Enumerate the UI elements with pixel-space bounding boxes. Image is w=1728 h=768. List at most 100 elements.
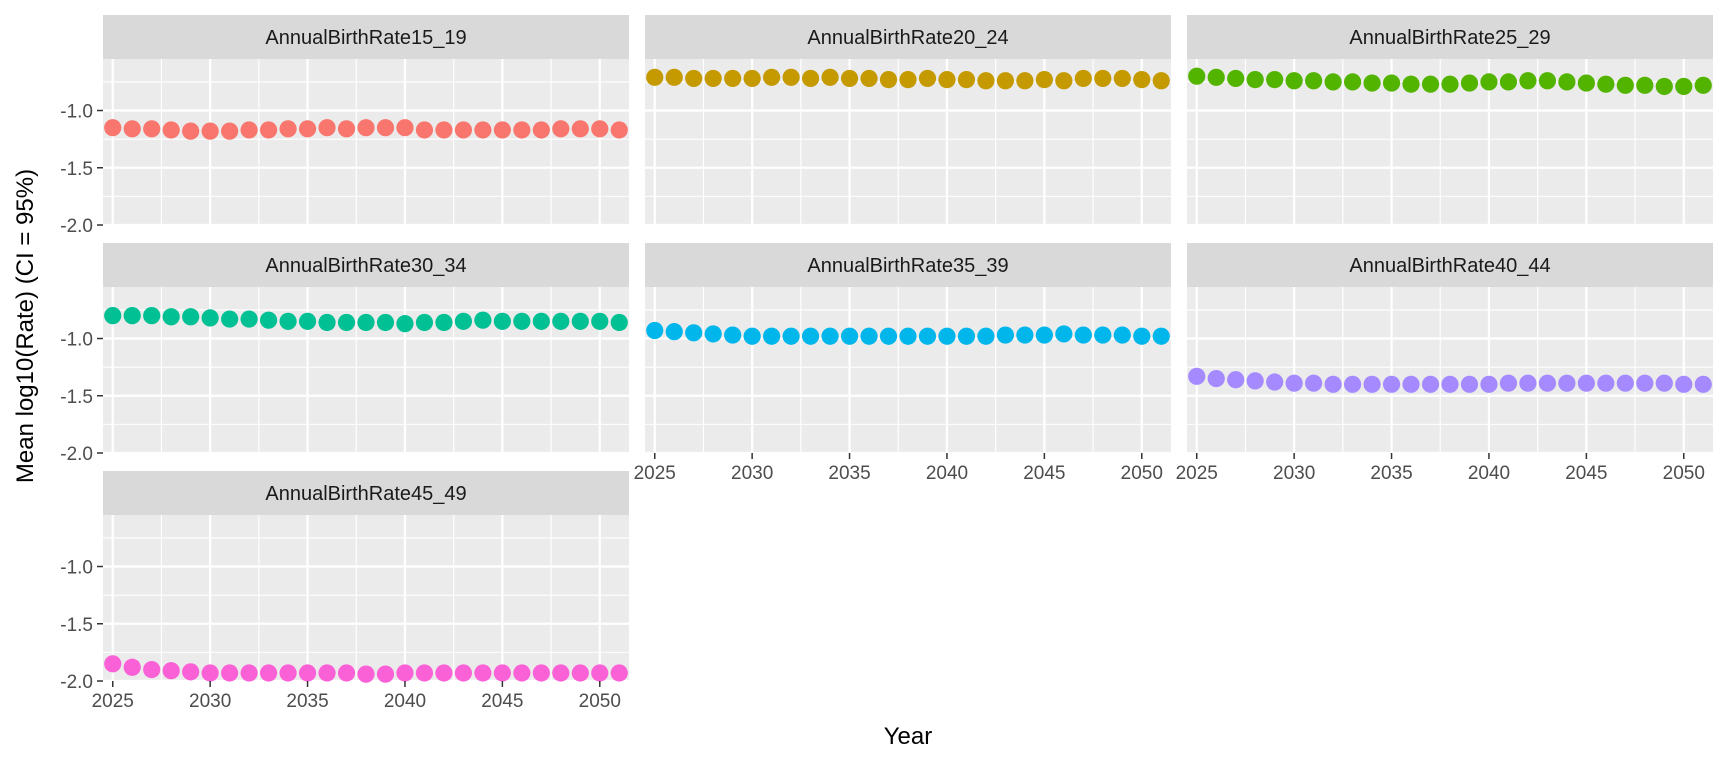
data-point [454, 121, 473, 139]
data-point [182, 308, 200, 326]
data-point [704, 69, 722, 88]
data-point [1382, 74, 1401, 92]
data-point [1577, 374, 1595, 392]
panel-background [103, 59, 629, 225]
data-point [1188, 67, 1206, 85]
data-point [801, 327, 820, 345]
y-tick-label: -1.5 [60, 387, 93, 408]
data-points [646, 321, 1170, 345]
data-point [240, 664, 258, 682]
facet-strip [1187, 243, 1713, 287]
data-point [646, 321, 664, 340]
facet-panel: AnnualBirthRate20_24 [645, 15, 1171, 227]
data-point [1597, 374, 1615, 392]
data-point [415, 313, 434, 332]
data-point [1152, 327, 1170, 345]
data-point [685, 69, 703, 88]
data-point [899, 71, 917, 89]
data-point [724, 69, 742, 88]
data-point [376, 119, 395, 137]
data-point [1382, 375, 1401, 393]
y-tick-label: -1.0 [60, 558, 93, 579]
x-tick-label: 2050 [579, 691, 621, 712]
data-point [571, 120, 589, 138]
data-point [493, 121, 511, 139]
data-point [104, 655, 122, 673]
data-point [1402, 375, 1420, 393]
data-point [938, 327, 956, 345]
data-point [918, 327, 937, 345]
x-tick-label: 2050 [1121, 463, 1163, 484]
data-point [977, 72, 995, 90]
x-tick-label: 2045 [1565, 463, 1607, 484]
data-point [318, 119, 336, 137]
y-axis: -1.0 -1.5 -2.0 [60, 558, 103, 693]
data-point [474, 121, 492, 139]
data-point [474, 664, 492, 682]
data-point [860, 69, 878, 88]
data-point [821, 68, 839, 86]
x-tick-label: 2050 [1663, 463, 1705, 484]
panel-background [103, 287, 629, 453]
facet-strip-label: AnnualBirthRate45_49 [265, 483, 466, 505]
data-point [1655, 77, 1673, 96]
data-point [782, 327, 800, 345]
facet-strip [103, 15, 629, 59]
data-point [743, 327, 761, 345]
x-tick-label: 2035 [828, 463, 870, 484]
x-axis-title: Year [884, 723, 933, 750]
data-point [782, 68, 800, 86]
data-point [532, 664, 550, 682]
gridlines [103, 287, 629, 455]
data-point [337, 120, 356, 138]
data-point [201, 122, 219, 140]
data-point [123, 307, 141, 325]
data-point [1188, 367, 1206, 385]
data-point [1305, 374, 1323, 392]
x-tick-label: 2040 [926, 463, 968, 484]
data-point [1035, 326, 1053, 344]
data-point [1480, 375, 1498, 393]
data-point [279, 312, 297, 330]
data-point [1577, 74, 1595, 92]
data-point [337, 313, 356, 332]
data-point [357, 665, 375, 683]
data-point [1016, 326, 1034, 344]
y-axis: -1.0 -1.5 -2.0 [60, 102, 103, 237]
data-point [1285, 72, 1303, 90]
data-point [1227, 69, 1245, 88]
data-point [1616, 76, 1634, 94]
data-point [454, 312, 473, 330]
facet-strip [645, 15, 1171, 59]
data-point [763, 68, 781, 86]
panel-background [103, 515, 629, 681]
x-tick-label: 2035 [286, 691, 328, 712]
x-axis: 2025 2030 2035 2040 2045 2050 [1176, 453, 1705, 484]
y-tick-label: -1.5 [60, 159, 93, 180]
data-point [1655, 374, 1673, 392]
data-point [996, 326, 1015, 344]
data-point [1421, 75, 1440, 93]
data-point [143, 120, 161, 138]
facet-panel: AnnualBirthRate30_34 [103, 243, 629, 455]
data-point [1133, 327, 1151, 345]
data-point [1460, 375, 1479, 393]
data-point [357, 119, 375, 137]
data-point [552, 120, 570, 138]
data-point [221, 664, 239, 682]
data-point [1113, 69, 1131, 88]
gridlines [103, 59, 629, 227]
data-point [1694, 375, 1712, 393]
data-point [1133, 71, 1151, 89]
x-tick-label: 2025 [634, 463, 676, 484]
data-point [591, 664, 609, 682]
data-point [298, 312, 317, 330]
data-point [1558, 73, 1576, 91]
y-tick-label: -1.0 [60, 330, 93, 351]
data-point [182, 663, 200, 681]
data-point [298, 120, 317, 138]
data-point [415, 121, 434, 139]
data-point [513, 312, 531, 330]
data-point [162, 121, 180, 139]
x-tick-label: 2030 [189, 691, 231, 712]
